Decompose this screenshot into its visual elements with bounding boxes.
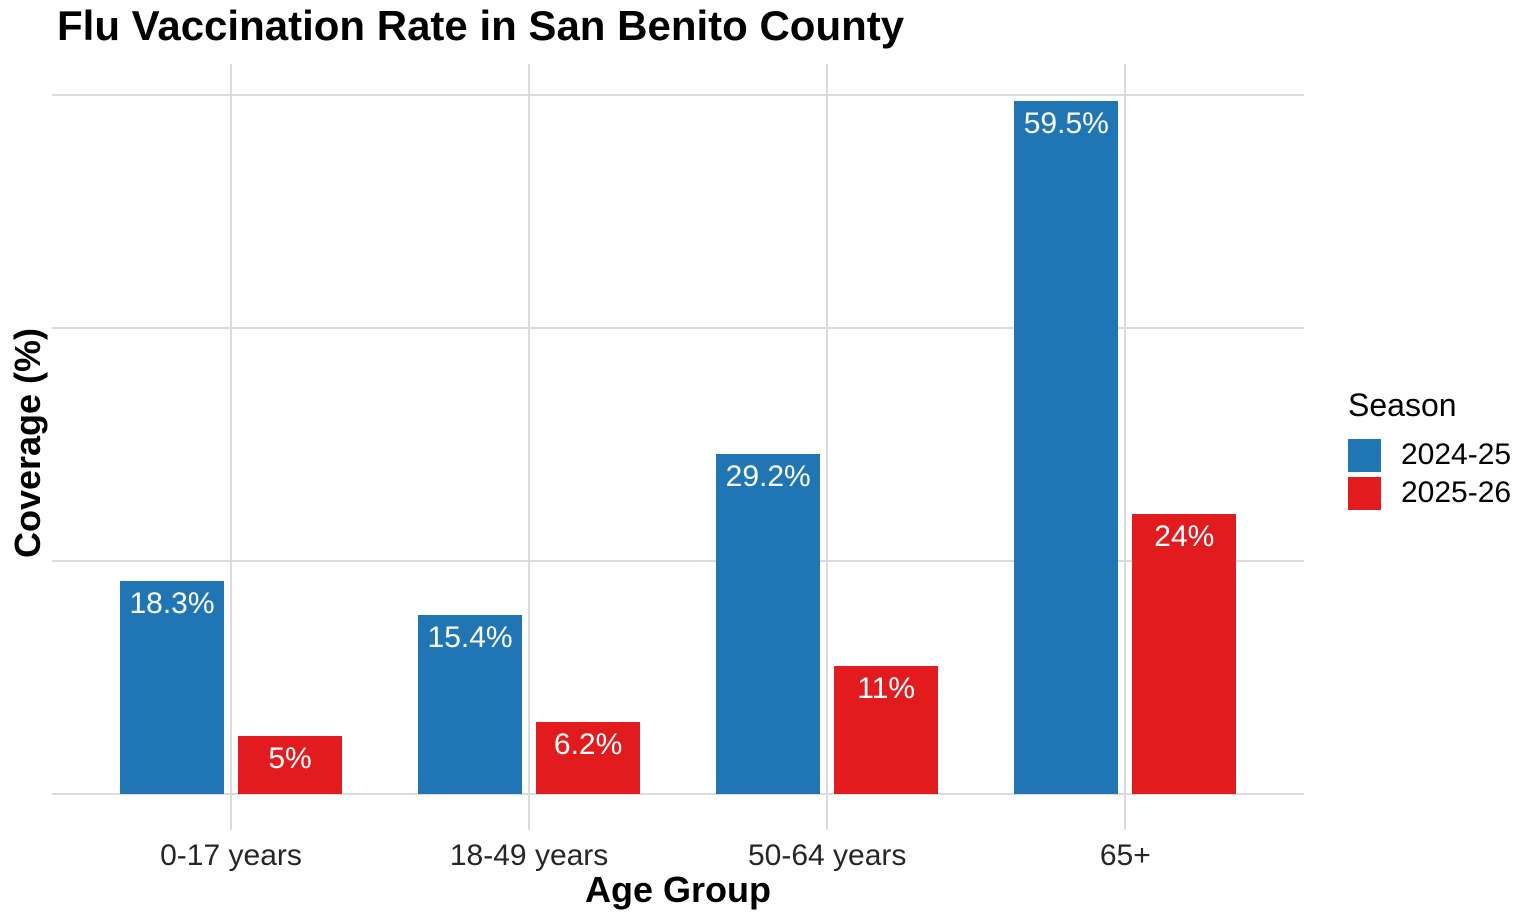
y-gridline-0: [52, 793, 1304, 795]
bar-2025-26-18-49 years: 6.2%: [536, 721, 641, 794]
chart-title: Flu Vaccination Rate in San Benito Count…: [57, 2, 905, 49]
x-gridline: [230, 64, 232, 830]
bar-value-label: 29.2%: [725, 459, 811, 493]
legend-items: 2024-25 2025-26: [1348, 438, 1511, 510]
legend-label: 2024-25: [1401, 438, 1512, 471]
bar-2025-26-65+: 24%: [1132, 514, 1237, 794]
legend-swatch: [1348, 438, 1381, 472]
bar-value-label: 59.5%: [1023, 106, 1109, 140]
bar-value-label: 18.3%: [129, 586, 215, 620]
x-axis-title: Age Group: [585, 869, 771, 910]
x-gridline: [826, 64, 829, 830]
x-gridline: [1124, 64, 1127, 830]
x-tick-label: 65+: [1099, 839, 1151, 872]
x-gridline: [528, 64, 531, 830]
y-gridline-20: [52, 560, 1304, 562]
bar-2024-25-18-49 years: 15.4%: [418, 614, 523, 794]
legend-swatch: [1348, 476, 1381, 510]
x-tick-label: 18-49 years: [449, 839, 609, 872]
plot-panel: 18.3% 15.4% 29.2% 59.5% 5% 6.2% 11% 24%: [52, 64, 1304, 830]
bar-value-label: 5%: [268, 741, 312, 775]
legend-label: 2025-26: [1401, 476, 1512, 509]
bar-2024-25-50-64 years: 29.2%: [716, 453, 821, 794]
bar-2025-26-50-64 years: 11%: [834, 665, 939, 794]
y-gridline-60: [52, 94, 1304, 96]
legend-title: Season: [1348, 387, 1457, 423]
bar-2025-26-0-17 years: 5%: [238, 735, 342, 794]
x-tick-label: 50-64 years: [747, 839, 907, 872]
legend: Season 2024-25 2025-26: [1348, 386, 1511, 514]
bar-2024-25-0-17 years: 18.3%: [120, 580, 224, 794]
bar-value-label: 24%: [1154, 520, 1215, 554]
bar-value-label: 15.4%: [427, 620, 513, 654]
legend-item-2024-25: 2024-25: [1348, 438, 1511, 472]
x-tick-label: 0-17 years: [160, 839, 302, 872]
bar-value-label: 6.2%: [553, 727, 623, 761]
y-gridline-40: [52, 327, 1304, 329]
bar-2024-25-65+: 59.5%: [1014, 100, 1119, 794]
bar-value-label: 11%: [857, 671, 916, 705]
legend-item-2025-26: 2025-26: [1348, 476, 1511, 510]
y-axis-title: Coverage (%): [7, 327, 48, 559]
